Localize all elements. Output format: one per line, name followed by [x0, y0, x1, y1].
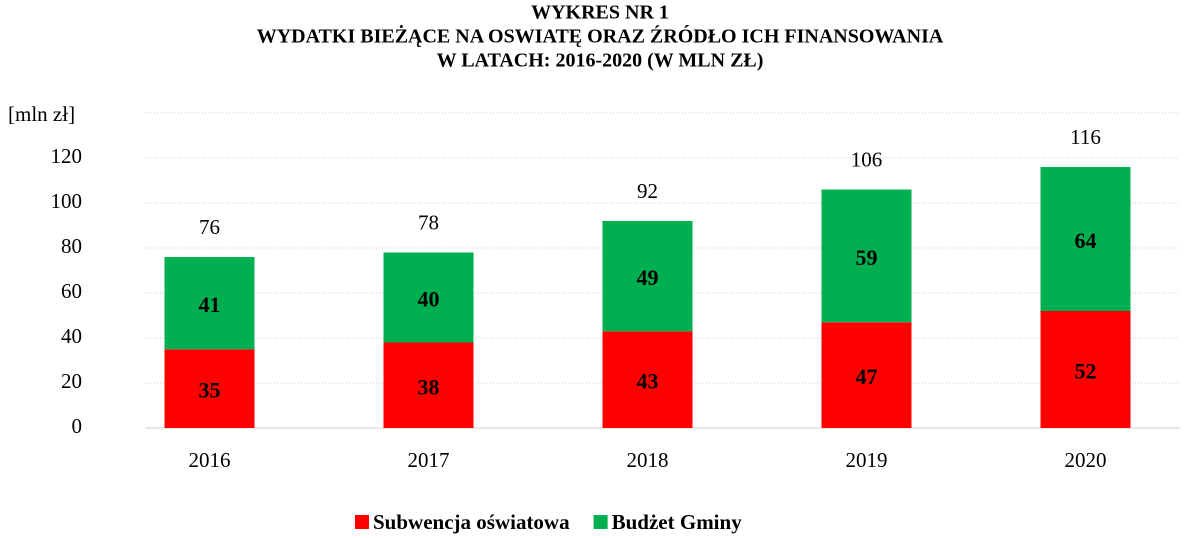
- legend-swatch: [355, 515, 369, 529]
- total-label: 76: [199, 215, 220, 239]
- y-tick-label: 60: [61, 279, 82, 303]
- bar-segment: [1040, 311, 1131, 428]
- total-label: 92: [637, 179, 658, 203]
- total-label: 116: [1070, 125, 1101, 149]
- legend-swatch: [593, 515, 608, 529]
- y-tick-label: 40: [61, 324, 82, 348]
- x-tick-label: 2018: [627, 448, 669, 472]
- y-tick-label: 80: [61, 234, 82, 258]
- data-label: 47: [856, 364, 878, 389]
- data-label: 41: [199, 292, 221, 317]
- x-tick-label: 2020: [1065, 448, 1107, 472]
- chart-title: W LATACH: 2016-2020 (W MLN ZŁ): [437, 50, 764, 72]
- chart-title: WYDATKI BIEŻĄCE NA OSWIATĘ ORAZ ŹRÓDŁO I…: [257, 24, 944, 48]
- bar-segment: [602, 221, 693, 332]
- bar-segment: [821, 189, 912, 323]
- data-label: 35: [199, 378, 221, 403]
- total-label: 106: [851, 147, 883, 171]
- y-axis-label: [mln zł]: [8, 102, 75, 126]
- y-tick-label: 120: [51, 144, 83, 168]
- data-label: 59: [856, 245, 878, 270]
- total-label: 78: [418, 210, 439, 234]
- data-label: 49: [637, 265, 659, 290]
- chart-title: WYKRES NR 1: [531, 2, 669, 24]
- data-label: 38: [418, 374, 440, 399]
- legend-label: Budżet Gminy: [612, 510, 743, 534]
- bar-segment: [164, 257, 255, 350]
- x-tick-label: 2019: [846, 448, 888, 472]
- bar-segment: [821, 322, 912, 428]
- data-label: 64: [1075, 228, 1097, 253]
- y-tick-label: 0: [72, 414, 83, 438]
- legend-label: Subwencja oświatowa: [373, 510, 570, 534]
- bar-segment: [1040, 167, 1131, 311]
- bar-segment: [383, 342, 474, 428]
- bar-segment: [164, 349, 255, 428]
- y-tick-label: 20: [61, 369, 82, 393]
- bar-segment: [383, 252, 474, 343]
- data-label: 52: [1075, 359, 1097, 384]
- data-label: 40: [418, 287, 440, 312]
- y-tick-label: 100: [51, 189, 83, 213]
- data-label: 43: [637, 369, 659, 394]
- x-tick-label: 2016: [189, 448, 231, 472]
- x-tick-label: 2017: [408, 448, 450, 472]
- bar-segment: [602, 331, 693, 428]
